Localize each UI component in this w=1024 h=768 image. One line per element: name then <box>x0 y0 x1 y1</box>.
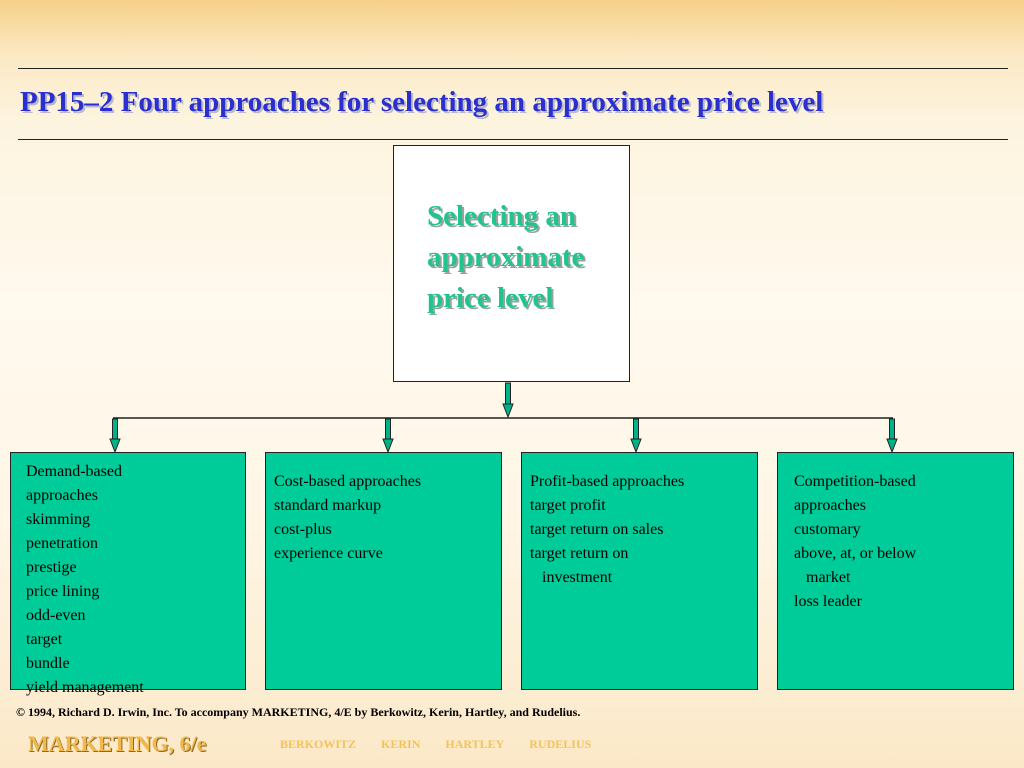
page-title: PP15–2 Four approaches for selecting an … <box>20 86 824 118</box>
list-item: target profit <box>530 497 606 514</box>
demand-based-list: approaches skimming penetration prestige… <box>26 484 245 700</box>
arrow-to-competition-based <box>886 418 898 454</box>
list-item: approaches <box>794 497 866 514</box>
list-item: investment <box>530 569 613 586</box>
author-name: BERKOWITZ <box>280 737 357 751</box>
list-item: prestige <box>26 559 77 576</box>
list-item: customary <box>794 521 861 538</box>
list-item: penetration <box>26 535 98 552</box>
copyright-notice: © 1994, Richard D. Irwin, Inc. To accomp… <box>16 705 581 719</box>
list-item: experience curve <box>274 545 383 562</box>
list-item: loss leader <box>794 593 862 610</box>
author-name: KERIN <box>381 737 421 751</box>
top-rule <box>18 68 1008 69</box>
arrow-to-cost-based <box>382 418 394 454</box>
central-concept-box: Selecting an approximate price level <box>393 145 630 382</box>
demand-based-box: Demand-based approaches skimming penetra… <box>10 452 246 696</box>
arrow-to-demand-based <box>109 418 121 454</box>
list-item: odd-even <box>26 607 86 624</box>
list-item: target return on sales <box>530 521 664 538</box>
competition-based-heading: Competition-based <box>794 473 916 490</box>
cost-based-box: Cost-based approaches standard markup co… <box>265 452 502 690</box>
profit-based-heading: Profit-based approaches <box>530 473 685 490</box>
list-item: price lining <box>26 583 100 600</box>
brand-logo-text: MARKETING, 6/e <box>28 731 207 756</box>
arrow-to-level <box>502 382 514 419</box>
profit-based-list: target profit target return on sales tar… <box>530 494 757 590</box>
author-name: HARTLEY <box>445 737 505 751</box>
profit-based-box: Profit-based approaches target profit ta… <box>521 452 758 690</box>
list-item: above, at, or below <box>794 545 917 562</box>
competition-based-list: approaches customary above, at, or below… <box>794 494 1013 614</box>
author-names: BERKOWITZ KERIN HARTLEY RUDELIUS <box>280 737 613 752</box>
author-name: RUDELIUS <box>529 737 592 751</box>
competition-based-box: Competition-based approaches customary a… <box>777 452 1014 690</box>
cost-based-heading: Cost-based approaches <box>274 473 422 490</box>
list-item: approaches <box>26 487 98 504</box>
list-item: standard markup <box>274 497 382 514</box>
list-item: cost-plus <box>274 521 332 538</box>
list-item: bundle <box>26 655 70 672</box>
list-item: skimming <box>26 511 91 528</box>
arrows-layer <box>109 382 898 454</box>
list-item: yield management <box>26 679 144 696</box>
cost-based-list: standard markup cost-plus experience cur… <box>274 494 501 566</box>
list-item: target return on <box>530 545 629 562</box>
list-item: market <box>794 569 851 586</box>
central-concept-text: Selecting an approximate price level <box>427 200 585 314</box>
arrow-to-profit-based <box>630 418 642 454</box>
demand-based-heading: Demand-based <box>26 463 122 480</box>
title-underline-rule <box>18 139 1008 140</box>
list-item: target <box>26 631 63 648</box>
